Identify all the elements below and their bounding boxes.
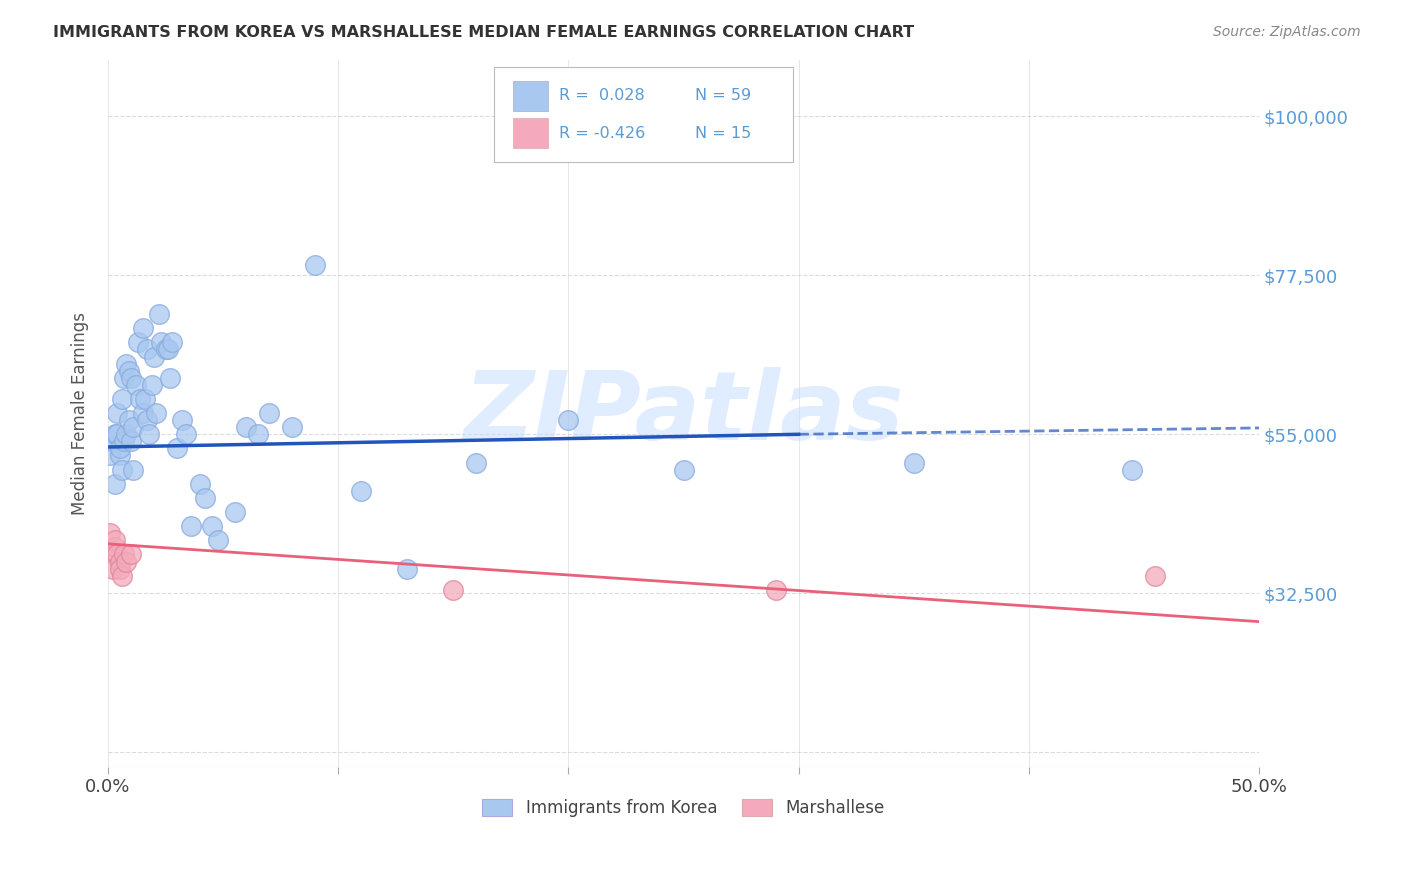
- Point: [112, 548, 135, 562]
- Point: [672, 463, 695, 477]
- Point: [138, 427, 160, 442]
- Point: [145, 406, 167, 420]
- Point: [166, 442, 188, 456]
- Point: [765, 582, 787, 597]
- Point: [170, 413, 193, 427]
- Point: [122, 420, 145, 434]
- Point: [104, 476, 127, 491]
- Point: [104, 533, 127, 548]
- Point: [122, 463, 145, 477]
- Point: [120, 548, 142, 562]
- Point: [98, 526, 121, 541]
- Point: [105, 548, 128, 562]
- Point: [235, 420, 257, 434]
- Point: [141, 377, 163, 392]
- Point: [257, 406, 280, 420]
- Point: [174, 427, 197, 442]
- FancyBboxPatch shape: [513, 81, 548, 111]
- Point: [131, 406, 153, 420]
- Y-axis label: Median Female Earnings: Median Female Earnings: [72, 311, 89, 515]
- Point: [118, 364, 141, 378]
- Point: [188, 476, 211, 491]
- Point: [903, 456, 925, 470]
- Text: N = 59: N = 59: [695, 88, 751, 103]
- Text: R = -0.426: R = -0.426: [560, 126, 645, 141]
- Text: ZIPatlas: ZIPatlas: [463, 367, 904, 459]
- Point: [105, 406, 128, 420]
- Point: [115, 427, 138, 442]
- Point: [108, 449, 131, 463]
- Point: [350, 483, 373, 498]
- Point: [111, 463, 134, 477]
- FancyBboxPatch shape: [513, 119, 548, 148]
- Point: [120, 370, 142, 384]
- Point: [149, 335, 172, 350]
- Point: [129, 392, 152, 406]
- Point: [101, 548, 124, 562]
- Point: [162, 335, 184, 350]
- Point: [143, 350, 166, 364]
- Point: [281, 420, 304, 434]
- Point: [104, 427, 127, 442]
- Point: [105, 427, 128, 442]
- Text: IMMIGRANTS FROM KOREA VS MARSHALLESE MEDIAN FEMALE EARNINGS CORRELATION CHART: IMMIGRANTS FROM KOREA VS MARSHALLESE MED…: [53, 25, 914, 40]
- Point: [108, 555, 131, 569]
- Point: [557, 413, 579, 427]
- Point: [101, 561, 124, 575]
- Point: [111, 568, 134, 582]
- Point: [112, 370, 135, 384]
- Point: [396, 561, 419, 575]
- Point: [465, 456, 488, 470]
- Point: [115, 555, 138, 569]
- Text: R =  0.028: R = 0.028: [560, 88, 645, 103]
- Text: N = 15: N = 15: [695, 126, 751, 141]
- Point: [246, 427, 269, 442]
- FancyBboxPatch shape: [494, 67, 793, 162]
- Point: [148, 307, 170, 321]
- Point: [200, 519, 222, 533]
- Point: [108, 442, 131, 456]
- Point: [1121, 463, 1143, 477]
- Point: [127, 335, 149, 350]
- Point: [156, 343, 179, 357]
- Text: Source: ZipAtlas.com: Source: ZipAtlas.com: [1213, 25, 1361, 39]
- Point: [112, 434, 135, 449]
- Point: [136, 343, 159, 357]
- Point: [120, 434, 142, 449]
- Point: [108, 561, 131, 575]
- Legend: Immigrants from Korea, Marshallese: Immigrants from Korea, Marshallese: [474, 790, 893, 825]
- Point: [159, 370, 181, 384]
- Point: [441, 582, 464, 597]
- Point: [155, 343, 177, 357]
- Point: [98, 449, 121, 463]
- Point: [101, 434, 124, 449]
- Point: [194, 491, 217, 505]
- Point: [111, 392, 134, 406]
- Point: [180, 519, 202, 533]
- Point: [124, 377, 146, 392]
- Point: [131, 321, 153, 335]
- Point: [104, 541, 127, 555]
- Point: [224, 505, 246, 519]
- Point: [118, 413, 141, 427]
- Point: [115, 357, 138, 371]
- Point: [134, 392, 156, 406]
- Point: [1144, 568, 1167, 582]
- Point: [304, 258, 326, 272]
- Point: [136, 413, 159, 427]
- Point: [207, 533, 229, 548]
